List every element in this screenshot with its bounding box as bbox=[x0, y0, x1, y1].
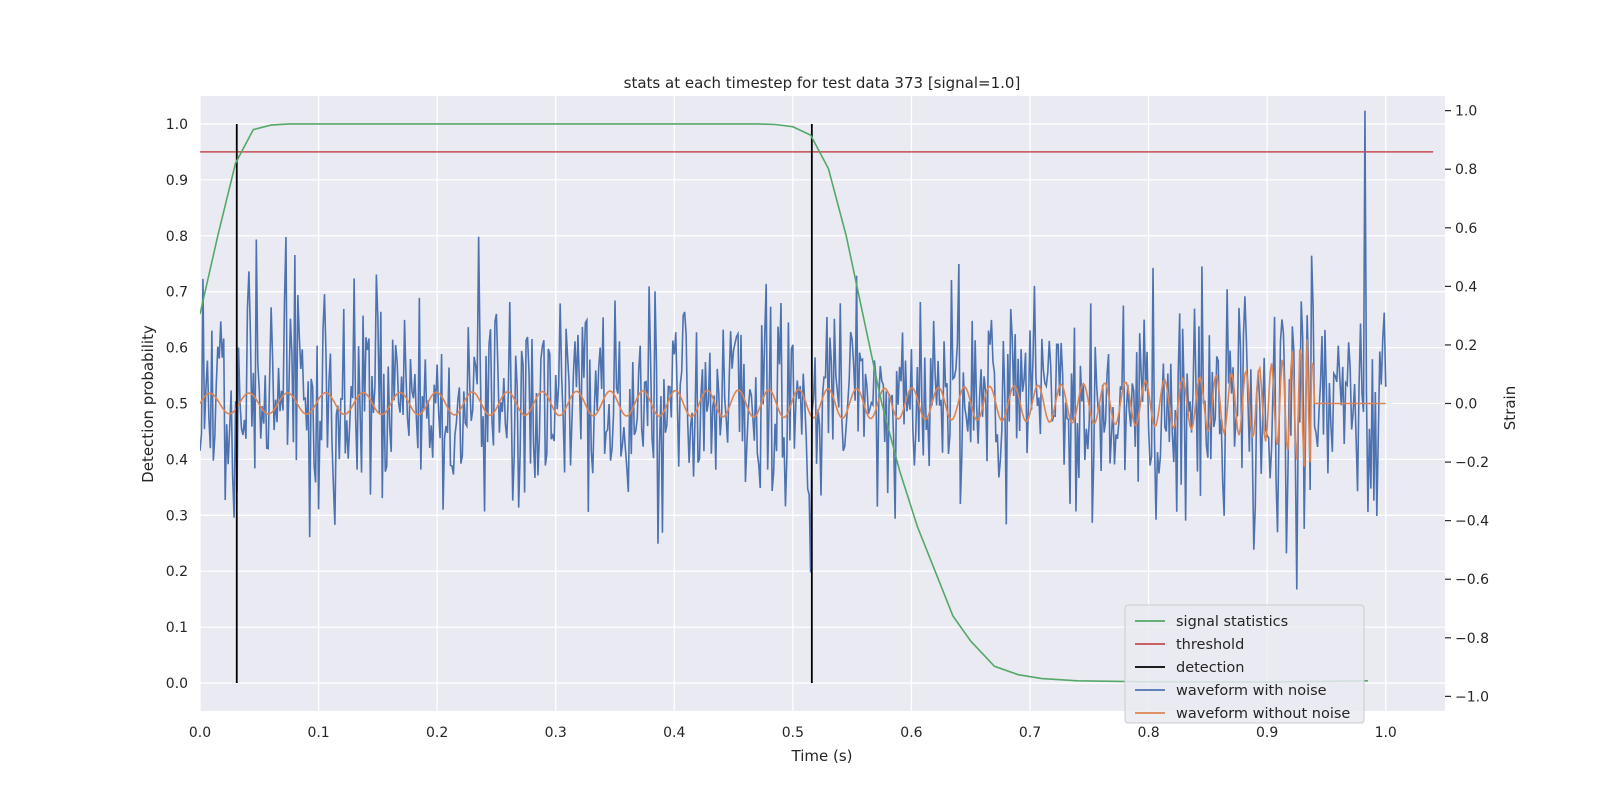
x-tick-label: 0.1 bbox=[307, 725, 329, 741]
legend-box bbox=[1124, 604, 1365, 724]
right-y-tick-label: −0.8 bbox=[1455, 631, 1489, 647]
right-y-tick-label: 0.2 bbox=[1455, 338, 1477, 354]
left-y-tick-label: 0.8 bbox=[166, 229, 188, 245]
right-y-tick-label: −0.6 bbox=[1455, 572, 1489, 588]
x-axis-ticks: 0.0 0.1 0.2 0.3 0.4 0.5 0.6 0.7 0.8 0.9 1.0 bbox=[189, 725, 1397, 741]
x-tick-label: 0.8 bbox=[1137, 725, 1159, 741]
left-y-tick-label: 0.5 bbox=[166, 397, 188, 413]
left-y-tick-label: 0.9 bbox=[166, 173, 188, 189]
legend-label: waveform without noise bbox=[1176, 706, 1350, 722]
left-y-tick-label: 0.0 bbox=[166, 676, 188, 692]
x-tick-label: 0.9 bbox=[1256, 725, 1278, 741]
legend: signal statistics threshold detection wavef… bbox=[1124, 604, 1365, 724]
right-y-axis-label: Strain bbox=[1501, 386, 1519, 430]
left-y-axis-ticks: 0.0 0.1 0.2 0.3 0.4 0.5 0.6 0.7 0.8 0.9 1.0 bbox=[166, 117, 188, 692]
x-tick-label: 1.0 bbox=[1375, 725, 1397, 741]
waveform-without-noise-line bbox=[200, 339, 1386, 467]
signal-statistics-line bbox=[200, 123, 1368, 683]
x-tick-label: 0.4 bbox=[663, 725, 685, 741]
left-y-tick-label: 0.3 bbox=[166, 508, 188, 524]
x-tick-label: 0.6 bbox=[900, 725, 922, 741]
right-y-tick-label: −0.2 bbox=[1455, 455, 1489, 471]
detection-lines bbox=[235, 123, 813, 684]
right-y-tick-label: 0.6 bbox=[1455, 221, 1477, 237]
legend-label: waveform with noise bbox=[1176, 683, 1327, 699]
left-y-axis-label: Detection probability bbox=[139, 325, 157, 483]
right-y-tick-label: −0.4 bbox=[1455, 514, 1489, 530]
x-tick-label: 0.3 bbox=[545, 725, 567, 741]
legend-label: signal statistics bbox=[1176, 614, 1288, 630]
x-tick-label: 0.5 bbox=[782, 725, 804, 741]
right-y-tick-label: 0.8 bbox=[1455, 162, 1477, 178]
right-y-tick-label: −1.0 bbox=[1455, 689, 1489, 705]
chart-title: stats at each timestep for test data 373… bbox=[624, 74, 1021, 92]
left-y-tick-label: 0.7 bbox=[166, 285, 188, 301]
left-y-tick-label: 0.4 bbox=[166, 452, 188, 468]
legend-label: detection bbox=[1176, 660, 1244, 676]
right-y-axis-ticks: −1.0 −0.8 −0.6 −0.4 −0.2 0.0 0.2 0.4 0.6 0.8 1.0 bbox=[1445, 104, 1489, 705]
x-tick-label: 0.2 bbox=[426, 725, 448, 741]
left-y-tick-label: 0.2 bbox=[166, 564, 188, 580]
waveform-with-noise-line bbox=[200, 110, 1387, 590]
left-y-tick-label: 0.6 bbox=[166, 341, 188, 357]
x-axis-label: Time (s) bbox=[791, 747, 853, 765]
right-y-tick-label: 1.0 bbox=[1455, 104, 1477, 120]
x-tick-label: 0.0 bbox=[189, 725, 211, 741]
left-y-tick-label: 1.0 bbox=[166, 117, 188, 133]
right-y-tick-label: 0.0 bbox=[1455, 397, 1477, 413]
right-y-tick-label: 0.4 bbox=[1455, 279, 1477, 295]
x-tick-label: 0.7 bbox=[1019, 725, 1041, 741]
left-y-tick-label: 0.1 bbox=[166, 620, 188, 636]
legend-label: threshold bbox=[1176, 637, 1244, 653]
